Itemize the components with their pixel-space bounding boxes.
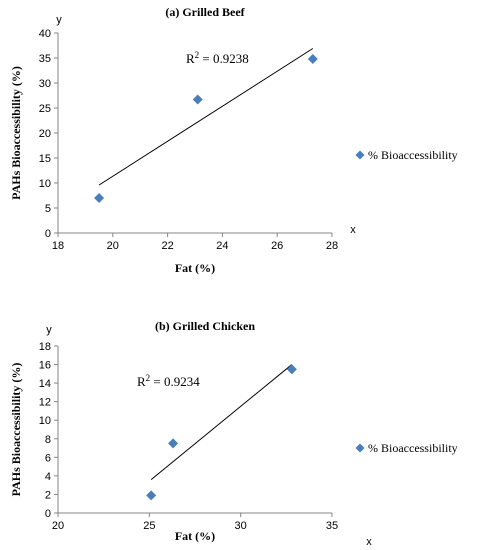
y-axis-label: PAHs Bioaccessibility (%) — [9, 363, 23, 497]
y-tick-label: 2 — [45, 489, 51, 501]
r-value: = 0.9238 — [199, 51, 249, 66]
r-label: R — [137, 374, 146, 389]
y-tick-label: 14 — [39, 378, 51, 390]
data-point — [94, 193, 105, 203]
y-tick-label: 30 — [39, 78, 51, 90]
x-axis-label: Fat (%) — [175, 529, 215, 543]
x-tick-label: 35 — [326, 520, 338, 532]
y-tick-label: 18 — [39, 341, 51, 353]
legend-label: % Bioaccessibility — [368, 441, 458, 455]
r-squared-annotation: R2 = 0.9238 — [186, 50, 249, 66]
x-corner-label: x — [366, 536, 372, 548]
y-tick-label: 35 — [39, 53, 51, 65]
legend-marker — [355, 443, 365, 453]
x-tick-label: 18 — [52, 240, 64, 252]
y-tick-label: 4 — [45, 471, 51, 483]
x-tick-label: 24 — [216, 240, 228, 252]
r-superscript: 2 — [146, 373, 151, 383]
r-label: R — [186, 51, 195, 66]
r-value: = 0.9234 — [150, 374, 200, 389]
y-tick-label: 0 — [45, 508, 51, 520]
r-superscript: 2 — [195, 50, 200, 60]
trendline — [98, 48, 314, 186]
x-tick-label: 26 — [271, 240, 283, 252]
y-tick-label: 12 — [39, 397, 51, 409]
x-tick-label: 22 — [161, 240, 173, 252]
data-point — [168, 438, 179, 449]
x-axis-label: Fat (%) — [175, 261, 215, 275]
x-corner-label: x — [350, 224, 356, 236]
y-tick-label: 15 — [39, 153, 51, 165]
y-tick-label: 10 — [39, 178, 51, 190]
y-tick-label: 16 — [39, 360, 51, 372]
x-tick-label: 30 — [235, 520, 247, 532]
y-tick-label: 0 — [45, 228, 51, 240]
y-tick-label: 25 — [39, 103, 51, 115]
r-squared-annotation: R2 = 0.9234 — [137, 373, 200, 389]
y-tick-label: 5 — [45, 203, 51, 215]
chart-1: (a) Grilled Beef 0 5 10 15 20 25 30 35 40 18 20 22 24… — [9, 5, 458, 275]
y-tick-label: 6 — [45, 452, 51, 464]
x-tick-label: 20 — [52, 520, 64, 532]
legend-marker — [355, 150, 365, 160]
data-point — [146, 490, 157, 501]
y-tick-label: 20 — [39, 128, 51, 140]
chart-title: (b) Grilled Chicken — [155, 319, 255, 333]
x-tick-label: 20 — [107, 240, 119, 252]
x-tick-label: 25 — [143, 520, 155, 532]
chart-2: (b) Grilled Chicken 0 2 4 6 8 10 12 14 16 18 20 25 30… — [9, 319, 458, 548]
y-tick-label: 8 — [45, 434, 51, 446]
y-axis-label: PAHs Bioaccessibility (%) — [9, 66, 23, 200]
legend-label: % Bioaccessibility — [368, 148, 458, 162]
data-point — [192, 94, 203, 105]
y-tick-label: 40 — [39, 28, 51, 40]
y-corner-label: y — [56, 14, 62, 26]
y-corner-label: y — [46, 324, 52, 336]
y-tick-label: 10 — [39, 415, 51, 427]
data-point — [307, 54, 318, 64]
data-point — [286, 364, 297, 375]
x-tick-label: 28 — [326, 240, 338, 252]
chart-title: (a) Grilled Beef — [165, 5, 245, 19]
trendline — [150, 364, 293, 480]
